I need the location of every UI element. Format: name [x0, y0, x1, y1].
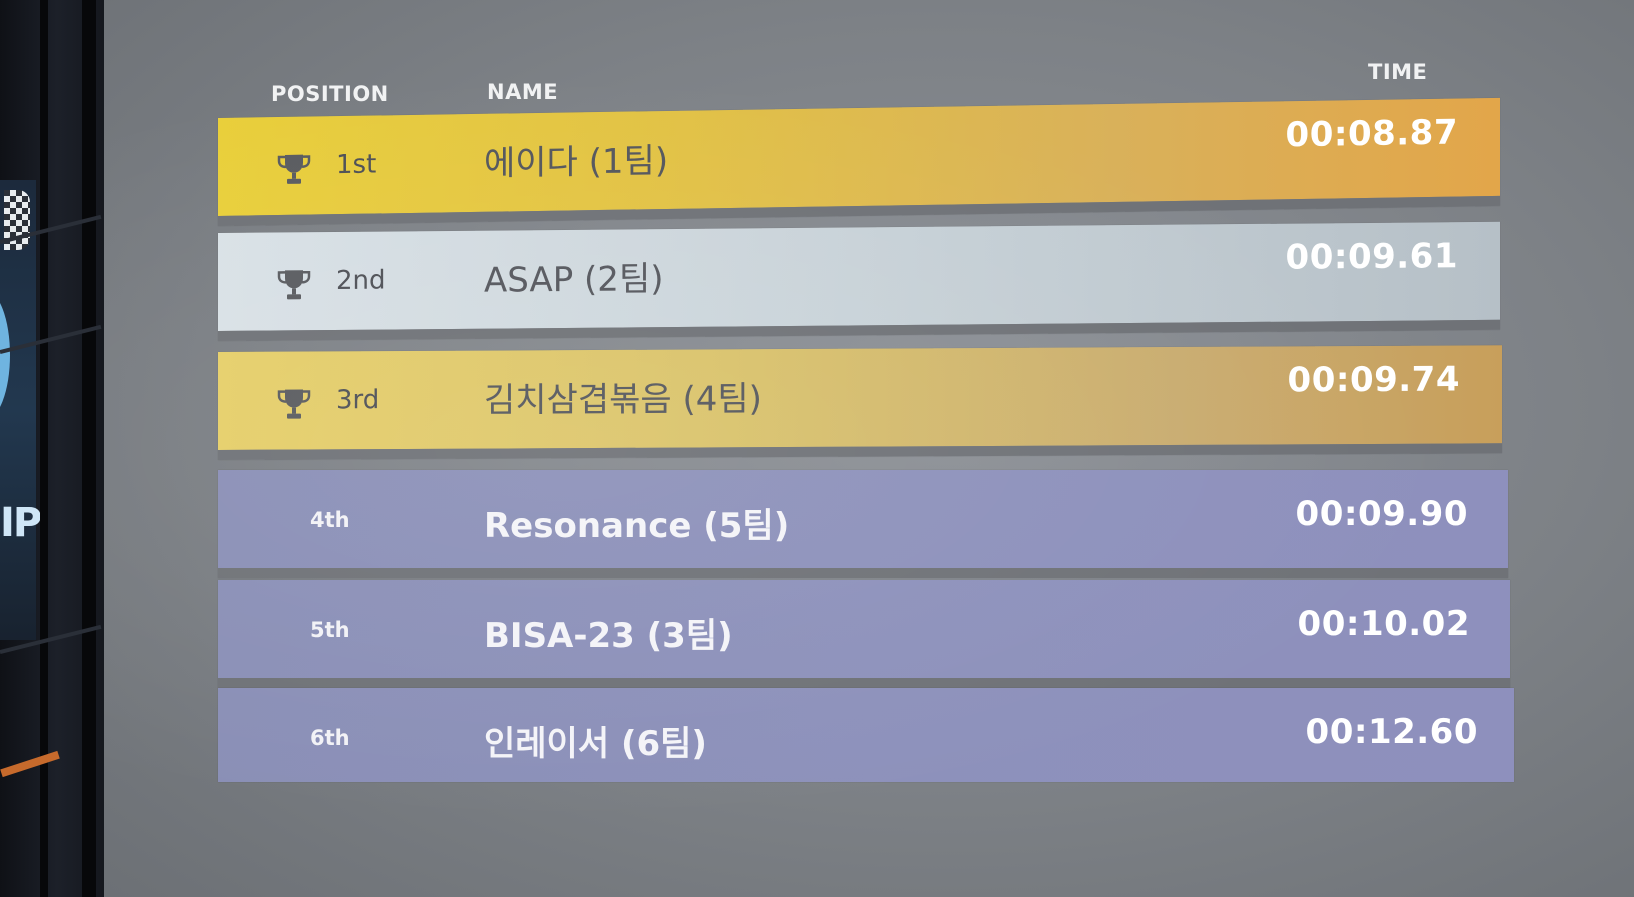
trophy-icon — [277, 389, 311, 419]
team-name: 에이다 (1팀) — [484, 140, 669, 184]
position-label: 6th — [310, 726, 350, 750]
orange-strip — [0, 750, 60, 778]
position-label: 3rd — [336, 385, 380, 416]
team-name: ASAP (2팀) — [484, 259, 664, 301]
side-banner — [0, 180, 36, 640]
leaderboard-row-6: 6th 인레이서 (6팀) 00:12.60 — [218, 688, 1514, 782]
pole — [40, 0, 48, 897]
lap-time: 00:09.61 — [1285, 236, 1458, 278]
banner-circle — [0, 290, 10, 420]
position-label: 5th — [310, 618, 350, 642]
left-wall: IP — [0, 0, 104, 897]
projection-screen: POSITION NAME TIME 1st 에이다 (1팀) 00:08.87 — [104, 0, 1634, 897]
team-name: 김치삼겹볶음 (4팀) — [484, 379, 762, 421]
team-name: 인레이서 (6팀) — [484, 724, 707, 764]
position-label: 1st — [336, 149, 377, 181]
trophy-icon — [277, 270, 311, 300]
lap-time: 00:09.90 — [1295, 494, 1468, 534]
position-label: 2nd — [336, 265, 386, 296]
trophy-icon — [277, 154, 311, 184]
leaderboard-row-4: 4th Resonance (5팀) 00:09.90 — [218, 470, 1508, 578]
team-name: Resonance (5팀) — [484, 506, 790, 546]
leaderboard-row-2: 2nd ASAP (2팀) 00:09.61 — [218, 221, 1500, 341]
leaderboard-row-5: 5th BISA-23 (3팀) 00:10.02 — [218, 580, 1510, 688]
team-name: BISA-23 (3팀) — [484, 616, 733, 656]
lap-time: 00:09.74 — [1287, 359, 1460, 401]
lap-time: 00:08.87 — [1285, 112, 1458, 156]
column-header-position: POSITION — [271, 82, 389, 106]
lap-time: 00:10.02 — [1297, 604, 1470, 644]
column-header-name: NAME — [487, 80, 559, 104]
pole — [82, 0, 96, 897]
leaderboard-row-1: 1st 에이다 (1팀) 00:08.87 — [218, 97, 1500, 226]
leaderboard-row-3: 3rd 김치삼겹볶음 (4팀) 00:09.74 — [218, 345, 1502, 460]
position-label: 4th — [310, 508, 350, 532]
column-header-time: TIME — [1368, 60, 1428, 84]
side-sign-text: IP — [0, 500, 42, 546]
lap-time: 00:12.60 — [1305, 712, 1478, 752]
